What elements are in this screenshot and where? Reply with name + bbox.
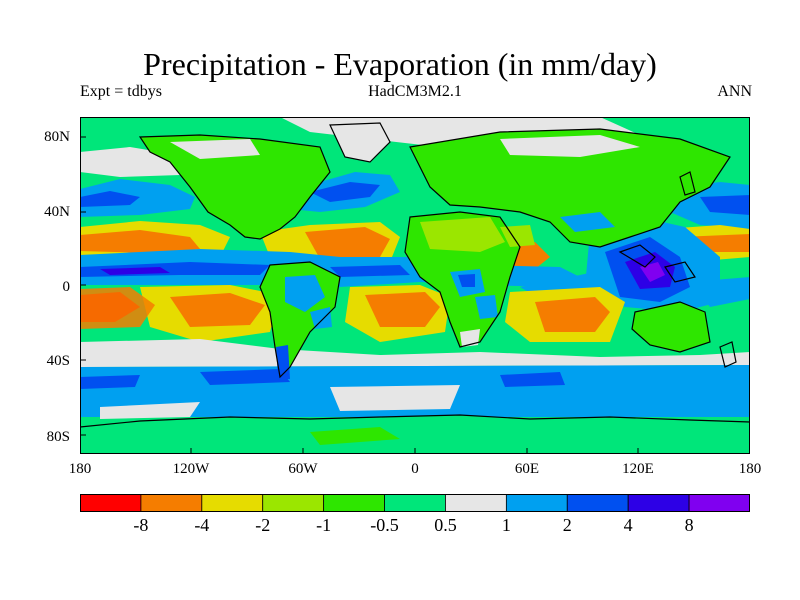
southern-grey-patch-2 [100, 402, 200, 419]
congo-darkblue [458, 274, 475, 287]
precip-minus-evap-map [80, 117, 750, 454]
n-atlantic-darkblue [310, 182, 380, 202]
lon-label-120e: 120E [622, 461, 654, 477]
itcz-indigo [100, 267, 170, 275]
itcz-darkblue-atlantic [330, 265, 410, 277]
colorbar-label: 1 [501, 515, 511, 535]
southern-grey-patch [330, 385, 460, 411]
coastlines [80, 122, 750, 428]
colorbar-cell [80, 494, 142, 512]
experiment-label: Expt = tdbys [80, 83, 162, 100]
antarctica-green [310, 427, 400, 445]
n-pacific-darkblue-left [80, 191, 140, 207]
colorbar-cell [566, 494, 629, 512]
siberia-grey [500, 135, 640, 157]
colorbar-cell [262, 494, 325, 512]
colorbar-label: -1 [316, 515, 332, 535]
colorbar-label: -4 [194, 515, 210, 535]
sa-east-blue [310, 307, 332, 329]
period-label: ANN [717, 83, 752, 100]
model-label: HadCM3M2.1 [368, 83, 462, 100]
lon-label-180e: 180 [738, 461, 762, 477]
se-pacific-orange-left [80, 287, 155, 329]
colorbar-label: -2 [255, 515, 271, 535]
colorbar-cell [445, 494, 507, 512]
south-africa-grey [460, 329, 480, 347]
lat-label-80s: 80S [46, 429, 70, 445]
greenland [330, 123, 390, 162]
lat-label-40s: 40S [46, 353, 70, 369]
himalaya-blue [560, 212, 615, 232]
lon-label-0: 0 [411, 461, 419, 477]
lat-label-0: 0 [62, 279, 71, 295]
canada-grey [170, 139, 260, 159]
southern-grey-band [80, 339, 750, 367]
axis-ticks [80, 136, 639, 454]
lat-label-40n: 40N [44, 204, 70, 220]
southern-darkblue-1 [200, 369, 290, 385]
colorbar-label: 8 [684, 515, 694, 535]
colorbar-cell [505, 494, 568, 512]
s-atlantic-orange [365, 292, 440, 327]
southern-darkblue-2 [500, 372, 565, 387]
colorbar [80, 494, 750, 512]
southern-darkblue-3 [80, 375, 140, 389]
lon-label-180w: 180 [68, 461, 92, 477]
lon-label-60e: 60E [514, 461, 540, 477]
lon-label-120w: 120W [172, 461, 210, 477]
africa-east-blue [475, 295, 498, 319]
s-indian-orange [535, 297, 610, 332]
plot-title: Precipitation - Evaporation (in mm/day) [143, 46, 657, 82]
colorbar-cell [140, 494, 203, 512]
n-pacific-darkblue-right [700, 195, 750, 215]
se-pacific-orange [170, 293, 265, 327]
n-atlantic-orange [305, 227, 390, 259]
sahara-green-light [420, 217, 505, 252]
lat-label-80n: 80N [44, 129, 70, 145]
lon-label-60w: 60W [288, 461, 318, 477]
eurasia [410, 129, 730, 247]
colorbar-cell [323, 494, 385, 512]
colorbar-cell [688, 494, 750, 512]
amazon-blue [285, 275, 325, 312]
colorbar-label: 4 [623, 515, 633, 535]
colorbar-label: 2 [562, 515, 572, 535]
antarctica [80, 415, 750, 454]
colorbar-label: -8 [133, 515, 149, 535]
north-america [140, 135, 330, 239]
australia [632, 302, 710, 352]
colorbar-cell [201, 494, 264, 512]
colorbar-cell [627, 494, 690, 512]
colorbar-label: 0.5 [434, 515, 457, 535]
maritime-violet [640, 262, 665, 282]
colorbar-cell [384, 494, 446, 512]
ne-pacific-orange [80, 230, 200, 253]
colorbar-label: -0.5 [370, 515, 399, 535]
spcz-blue [690, 277, 750, 307]
